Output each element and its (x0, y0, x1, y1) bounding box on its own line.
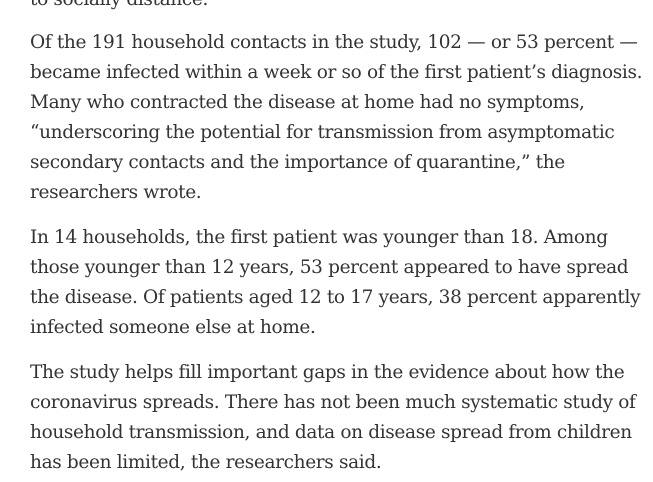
paragraph-study-gaps: The study helps fill important gaps in t… (30, 358, 636, 478)
paragraph-young-patients: In 14 households, the first patient was … (30, 223, 641, 343)
text-line: those younger than 12 years, 53 percent … (30, 257, 629, 278)
text-line: infected someone else at home. (30, 317, 316, 338)
text-line: secondary contacts and the importance of… (30, 152, 565, 173)
text-line: Of the 191 household contacts in the stu… (30, 32, 638, 53)
text-line: has been limited, the researchers said. (30, 452, 382, 473)
text-line: became infected within a week or so of t… (30, 62, 643, 83)
text-line: researchers wrote. (30, 182, 202, 203)
text-line: “underscoring the potential for transmis… (30, 122, 615, 143)
text-line: the disease. Of patients aged 12 to 17 y… (30, 287, 641, 308)
text-line: The study helps fill important gaps in t… (30, 362, 625, 383)
text-line: household transmission, and data on dise… (30, 422, 632, 443)
text-line: Many who contracted the disease at home … (30, 92, 585, 113)
text-line: to socially distance. (30, 0, 633, 15)
paragraph-household-contacts: Of the 191 household contacts in the stu… (30, 28, 643, 208)
text-line: coronavirus spreads. There has not been … (30, 392, 636, 413)
text-line: In 14 households, the first patient was … (30, 227, 608, 248)
paragraph-fragment: to socially distance. (30, 0, 633, 15)
